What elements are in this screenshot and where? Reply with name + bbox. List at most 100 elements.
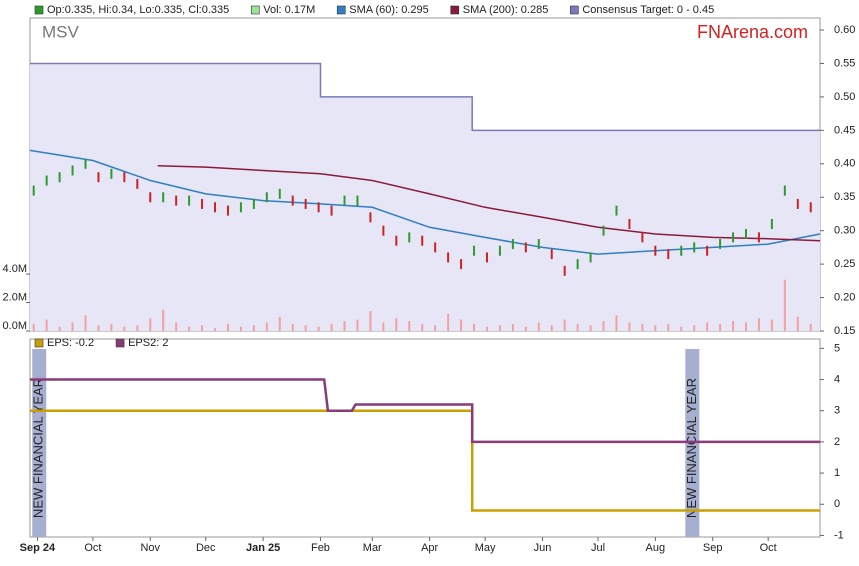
volume-bar [602, 321, 605, 331]
price-bar [188, 195, 191, 206]
price-bar [796, 198, 799, 209]
volume-bar [628, 322, 631, 331]
volume-bar [278, 316, 281, 331]
volume-bar [123, 326, 126, 331]
volume-bar [589, 325, 592, 331]
volume-bar [732, 321, 735, 331]
volume-bar [680, 326, 683, 331]
legend-label: SMA (200): 0.285 [463, 4, 549, 16]
source-logo: FNArena.com [697, 22, 808, 42]
y-tick-label: 0.25 [834, 258, 855, 270]
volume-bar [757, 318, 760, 331]
x-tick-label: Feb [311, 542, 330, 554]
volume-bar [382, 322, 385, 331]
series-line [30, 409, 820, 512]
price-bar [110, 168, 113, 179]
y-tick-label: -1 [834, 529, 844, 541]
y-tick-label: 4 [834, 373, 840, 385]
legend-label: EPS: -0.2 [47, 337, 94, 349]
target-line [30, 62, 820, 132]
legend-swatch [336, 5, 346, 15]
legend-swatch [34, 5, 44, 15]
volume-bar [654, 325, 657, 331]
volume-bar [162, 309, 165, 331]
price-bar [615, 205, 618, 216]
price-bar [239, 202, 242, 213]
volume-bar [136, 325, 139, 331]
volume-bar [498, 325, 501, 331]
legend-label: SMA (60): 0.295 [349, 4, 429, 16]
volume-bar [460, 319, 463, 331]
price-bar [667, 249, 670, 260]
price-bar [693, 242, 696, 253]
volume-bar [615, 315, 618, 331]
volume-bar [576, 323, 579, 331]
volume-bar [667, 323, 670, 331]
price-bar [317, 202, 320, 213]
price-bar [278, 188, 281, 199]
volume-bar [473, 323, 476, 331]
legend-swatch [115, 338, 125, 348]
y-tick-label: 2 [834, 436, 840, 448]
price-bar [460, 259, 463, 270]
price-bar [291, 195, 294, 206]
legend-swatch [34, 338, 44, 348]
volume-bar [485, 326, 488, 331]
y2-tick-label: 0.0M [3, 320, 27, 332]
price-bar [550, 249, 553, 260]
price-bar [783, 185, 786, 196]
price-bar [757, 232, 760, 243]
volume-bar [796, 316, 799, 331]
price-bar [356, 195, 359, 206]
y-tick-label: 0.30 [834, 225, 855, 237]
volume-bar [511, 323, 514, 331]
price-bar [201, 198, 204, 209]
series-line [157, 165, 821, 242]
price-bar [84, 158, 87, 169]
volume-bar [641, 323, 644, 331]
price-bar [123, 172, 126, 183]
volume-bar [84, 315, 87, 331]
y2-tick-label: 4.0M [3, 263, 27, 275]
y2-tick-label: 2.0M [3, 291, 27, 303]
y-tick-label: 3 [834, 405, 840, 417]
price-bar [162, 192, 165, 203]
price-bar [408, 232, 411, 243]
volume-bar [110, 323, 113, 331]
volume-bar [149, 318, 152, 331]
y-tick-label: 0 [834, 498, 840, 510]
volume-bar [97, 325, 100, 331]
price-bar [654, 245, 657, 256]
volume-bar [265, 322, 268, 331]
financial-year-label: NEW FINANCIAL YEAR [684, 378, 699, 518]
price-bar [369, 212, 372, 223]
price-bar [498, 245, 501, 256]
price-bar [563, 265, 566, 276]
volume-bar [32, 323, 35, 331]
price-bar [214, 202, 217, 213]
volume-bar [71, 322, 74, 331]
volume-bar [421, 323, 424, 331]
price-bar [473, 245, 476, 256]
volume-bar [343, 321, 346, 331]
price-bar [719, 239, 722, 250]
volume-bar [809, 323, 812, 331]
financial-year-label: NEW FINANCIAL YEAR [31, 378, 46, 518]
series-line [30, 378, 820, 444]
price-bar [304, 198, 307, 209]
x-tick-label: May [475, 542, 496, 554]
price-bar [58, 172, 61, 183]
target-area [30, 63, 820, 331]
y-tick-label: 0.50 [834, 91, 855, 103]
plot-layer [30, 63, 820, 331]
y-tick-label: 0.55 [834, 57, 855, 69]
price-bar [511, 239, 514, 250]
y-tick-label: 5 [834, 342, 840, 354]
price-bar [265, 192, 268, 203]
volume-bar [175, 322, 178, 331]
volume-bar [706, 322, 709, 331]
volume-bar [330, 323, 333, 331]
price-bar [136, 178, 139, 189]
price-bar [149, 192, 152, 203]
